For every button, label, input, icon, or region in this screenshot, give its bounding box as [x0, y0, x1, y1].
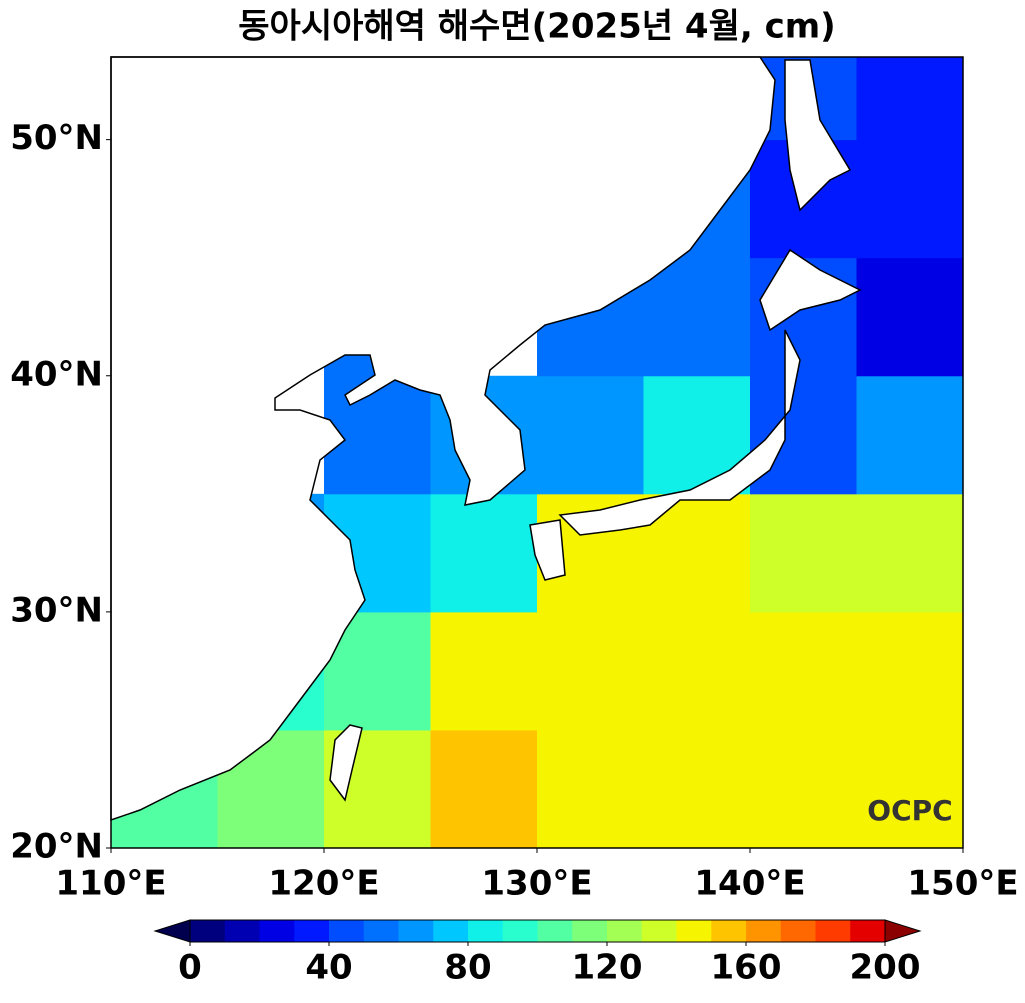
field-cell — [856, 375, 964, 495]
colorbar-swatch — [607, 920, 643, 942]
mainland — [110, 56, 776, 822]
y-tick-label: 50°N — [10, 118, 103, 158]
hokkaido — [759, 248, 862, 332]
y-tick-label: 30°N — [10, 590, 103, 630]
field-cell — [856, 493, 964, 613]
field-cell — [537, 729, 644, 849]
y-tick-label: 20°N — [10, 827, 103, 867]
colorbar-swatch — [363, 920, 399, 942]
colorbar-swatch — [433, 920, 469, 942]
x-tick-label: 140°E — [694, 864, 805, 904]
colorbar-extend-high — [884, 919, 922, 943]
colorbar-swatch — [676, 920, 712, 942]
colorbar-tick-label: 200 — [850, 948, 921, 988]
colorbar-swatch — [815, 920, 851, 942]
colorbar-swatch — [502, 920, 538, 942]
field-cell — [643, 611, 751, 731]
field-cell — [856, 729, 964, 849]
kyushu — [529, 519, 566, 581]
field-cell — [750, 375, 857, 495]
x-tick-label: 110°E — [55, 864, 166, 904]
colorbar-tick-label: 160 — [711, 948, 782, 988]
x-tick-label: 130°E — [481, 864, 592, 904]
colorbar-swatch — [294, 920, 330, 942]
colorbar-swatch — [259, 920, 295, 942]
y-tick-label: 40°N — [10, 354, 103, 394]
field-cell — [643, 729, 751, 849]
field-cell — [537, 611, 644, 731]
colorbar-tick-label: 120 — [572, 948, 643, 988]
map-title: 동아시아해역 해수면(2025년 4월, cm) — [238, 7, 835, 47]
field-cell — [856, 139, 964, 259]
colorbar-swatch — [537, 920, 573, 942]
field-cell — [643, 257, 751, 377]
field-cell — [537, 375, 644, 495]
colorbar-swatch — [224, 920, 260, 942]
field-cell — [856, 57, 964, 141]
land — [110, 56, 862, 822]
colorbar-tick-label: 80 — [444, 948, 491, 988]
colorbar-tick-label: 0 — [178, 948, 202, 988]
field-cell — [856, 257, 964, 377]
colorbar-swatch — [746, 920, 782, 942]
colorbar-swatch — [329, 920, 365, 942]
x-tick-label: 120°E — [268, 864, 379, 904]
logo: OCPC — [867, 794, 952, 827]
field-cell — [430, 729, 538, 849]
colorbar-swatch — [468, 920, 504, 942]
colorbar-tick-label: 40 — [305, 948, 352, 988]
field-cell — [750, 611, 857, 731]
colorbar-swatch — [190, 920, 226, 942]
honshu — [558, 329, 801, 536]
colorbar-swatch — [398, 920, 434, 942]
colorbar-frame — [189, 919, 886, 943]
taiwan — [329, 724, 363, 802]
colorbar-swatch — [641, 920, 677, 942]
field-cell — [856, 611, 964, 731]
colorbar-swatch — [572, 920, 608, 942]
field-cell — [430, 493, 538, 613]
sakhalin — [784, 59, 852, 212]
colorbar-swatch — [780, 920, 816, 942]
colorbar-swatch — [850, 920, 886, 942]
field-cell — [750, 729, 857, 849]
field-cell — [430, 611, 538, 731]
colorbar-swatch — [711, 920, 747, 942]
colorbar-extend-low — [153, 919, 191, 943]
field-cell — [750, 493, 857, 613]
x-tick-label: 150°E — [907, 864, 1018, 904]
